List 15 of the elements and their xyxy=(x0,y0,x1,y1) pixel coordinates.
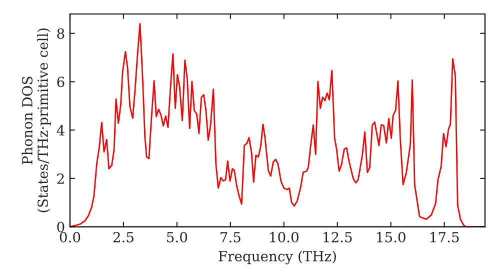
x-tick-label: 5.0 xyxy=(167,232,188,242)
x-axis-title: Frequency (THz) xyxy=(218,250,336,264)
x-tick-label: 17.5 xyxy=(430,232,459,242)
y-tick-label: 6 xyxy=(57,76,64,88)
y-tick-label: 2 xyxy=(57,173,64,184)
x-tick-label: 7.5 xyxy=(220,232,240,242)
y-tick-label: 0 xyxy=(57,222,64,232)
x-tick-label: 2.5 xyxy=(113,232,134,242)
y-tick-label: 4 xyxy=(56,125,64,136)
y-tick-label: 8 xyxy=(57,28,64,39)
x-tick-label: 10.0 xyxy=(270,232,298,242)
x-tick-label: 12.5 xyxy=(324,232,352,242)
x-tick-label: 15.0 xyxy=(377,232,406,242)
x-tick-label: 0.0 xyxy=(60,232,80,242)
y-axis-title: Phonon DOS (States/THz·primitive cell) xyxy=(22,28,51,212)
